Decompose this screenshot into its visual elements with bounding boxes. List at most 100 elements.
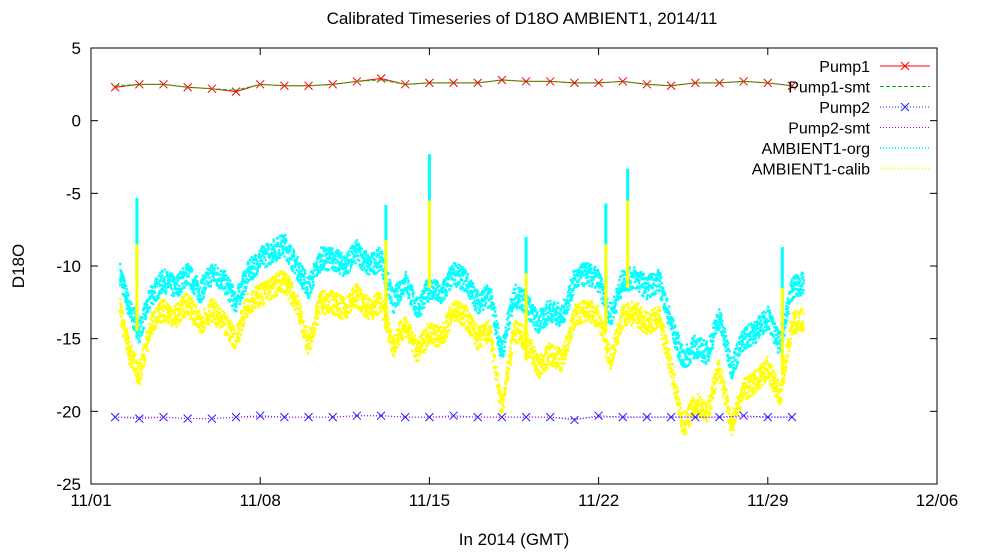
data-point	[709, 349, 712, 353]
data-point	[202, 291, 206, 295]
data-point	[775, 337, 779, 340]
data-point	[372, 300, 376, 303]
data-point	[629, 279, 632, 283]
data-point	[724, 334, 728, 338]
data-point	[411, 294, 415, 298]
data-point	[247, 279, 251, 282]
data-point	[692, 357, 695, 360]
data-point	[404, 316, 407, 319]
data-point	[366, 272, 369, 275]
data-point	[517, 293, 521, 297]
data-point	[287, 285, 291, 288]
data-point	[124, 335, 128, 338]
data-point	[167, 317, 170, 320]
data-point	[165, 287, 168, 290]
data-point	[490, 297, 494, 300]
data-point	[578, 265, 582, 269]
data-point	[202, 281, 205, 285]
data-point	[253, 299, 257, 302]
data-point	[555, 310, 558, 314]
data-point	[400, 332, 403, 336]
data-point	[306, 329, 309, 333]
data-point	[685, 356, 689, 359]
data-point	[335, 299, 338, 303]
data-point	[376, 254, 379, 258]
data-point	[164, 292, 167, 295]
data-point	[731, 374, 734, 378]
data-point	[345, 256, 348, 260]
data-point	[201, 316, 205, 319]
data-point	[153, 286, 156, 289]
data-point	[230, 294, 233, 297]
data-point	[279, 253, 283, 257]
data-point	[375, 265, 378, 268]
data-point	[119, 303, 123, 307]
data-point	[125, 290, 128, 294]
data-point	[141, 330, 144, 334]
data-point	[394, 341, 398, 345]
data-point	[267, 284, 270, 288]
data-point	[131, 353, 135, 357]
data-point	[358, 246, 362, 249]
data-point	[364, 252, 367, 256]
data-point	[273, 244, 276, 247]
data-point	[441, 291, 444, 294]
data-point	[569, 278, 573, 282]
data-point	[334, 298, 337, 301]
data-point	[379, 264, 382, 268]
data-point	[562, 317, 565, 320]
data-point	[303, 269, 307, 273]
data-point	[612, 295, 616, 298]
data-point	[567, 301, 570, 305]
data-point	[361, 307, 364, 310]
data-point	[207, 281, 210, 284]
data-point	[322, 265, 325, 268]
data-point	[128, 340, 131, 344]
data-point	[292, 248, 295, 251]
data-point	[672, 337, 675, 340]
data-point	[531, 310, 534, 314]
data-point	[293, 308, 297, 311]
data-point	[708, 335, 711, 338]
data-point	[144, 345, 147, 349]
data-point	[503, 345, 506, 348]
data-point	[614, 311, 618, 314]
data-point	[557, 307, 560, 310]
data-point	[139, 316, 142, 319]
data-point	[542, 314, 545, 317]
data-point	[246, 270, 249, 274]
data-point	[338, 263, 341, 266]
data-point	[372, 265, 375, 268]
data-point	[382, 268, 386, 271]
data-point	[622, 288, 626, 292]
data-point	[520, 294, 523, 298]
data-point	[380, 265, 383, 268]
data-point	[312, 269, 316, 272]
data-point	[476, 311, 480, 315]
data-point	[298, 262, 302, 266]
data-point	[321, 296, 324, 299]
data-point	[144, 312, 148, 315]
data-point	[138, 319, 142, 322]
data-point	[147, 298, 151, 301]
data-point	[197, 292, 200, 295]
data-point	[138, 362, 141, 365]
data-point	[327, 248, 331, 251]
data-point	[250, 260, 253, 263]
data-point	[330, 252, 333, 256]
data-point	[395, 338, 399, 342]
data-point	[697, 345, 701, 349]
data-point	[228, 340, 231, 343]
data-point	[194, 284, 197, 287]
data-point	[690, 342, 694, 346]
data-point	[380, 256, 383, 259]
data-point	[249, 311, 252, 314]
data-point	[397, 339, 400, 342]
data-point	[127, 358, 131, 361]
data-point	[728, 365, 732, 369]
data-point	[584, 262, 588, 265]
data-point	[141, 357, 144, 360]
data-point	[518, 299, 522, 302]
data-point	[540, 319, 543, 323]
data-point	[207, 323, 211, 326]
